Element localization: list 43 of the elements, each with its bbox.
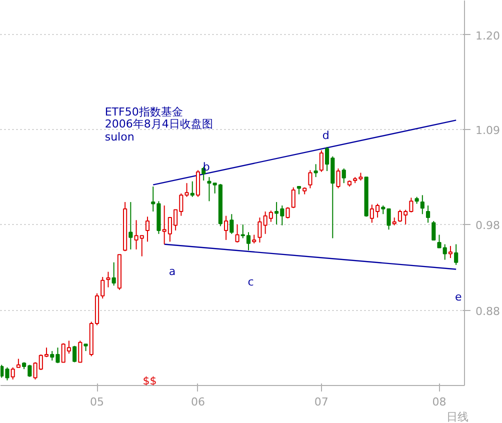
candlestick <box>437 234 442 248</box>
candlestick <box>230 214 234 234</box>
annotation: e <box>454 290 462 304</box>
annotation: d <box>322 128 330 142</box>
candlestick <box>442 244 447 260</box>
candlestick <box>128 202 133 250</box>
y-tick-label: 0.88 <box>476 305 500 318</box>
candlestick <box>319 150 324 172</box>
annotation: a <box>168 264 176 278</box>
x-tick-label: 08 <box>432 396 446 408</box>
x-tick-label: 07 <box>314 396 328 408</box>
x-tick-label: 06 <box>190 396 205 408</box>
annotation: sulon <box>104 130 134 144</box>
candlestick <box>336 168 340 189</box>
candlestick <box>10 366 15 380</box>
candlestick <box>426 204 430 224</box>
candlestick <box>314 164 318 178</box>
x-tick-label: 05 <box>90 396 104 408</box>
candlestick <box>190 180 194 198</box>
candlestick <box>112 262 116 286</box>
text: ETF50指数基金 <box>104 106 183 119</box>
y-tick-label: 1.20 <box>476 29 500 42</box>
candlestick <box>224 215 228 240</box>
candlestick <box>106 271 110 288</box>
y-tick-label: 1.09 <box>476 124 500 138</box>
candlestick <box>196 170 200 198</box>
candlestick <box>308 170 312 189</box>
y-tick-label: 0.98 <box>476 218 500 232</box>
candlestick <box>145 216 150 242</box>
text: 日线 <box>446 410 468 423</box>
candlestick <box>448 245 453 259</box>
annotation: c <box>248 275 254 288</box>
candlestick <box>342 168 346 184</box>
candlestick <box>235 224 240 244</box>
annotation: $$ <box>142 374 157 388</box>
candlestick <box>432 220 436 240</box>
candlestick <box>420 194 424 215</box>
text: 2006年8月4日收盘图 <box>104 118 213 131</box>
candlestick <box>291 186 296 209</box>
candlestick <box>286 206 290 219</box>
candlestick <box>454 244 458 266</box>
annotation: b <box>202 160 210 174</box>
candlestick <box>78 340 82 363</box>
